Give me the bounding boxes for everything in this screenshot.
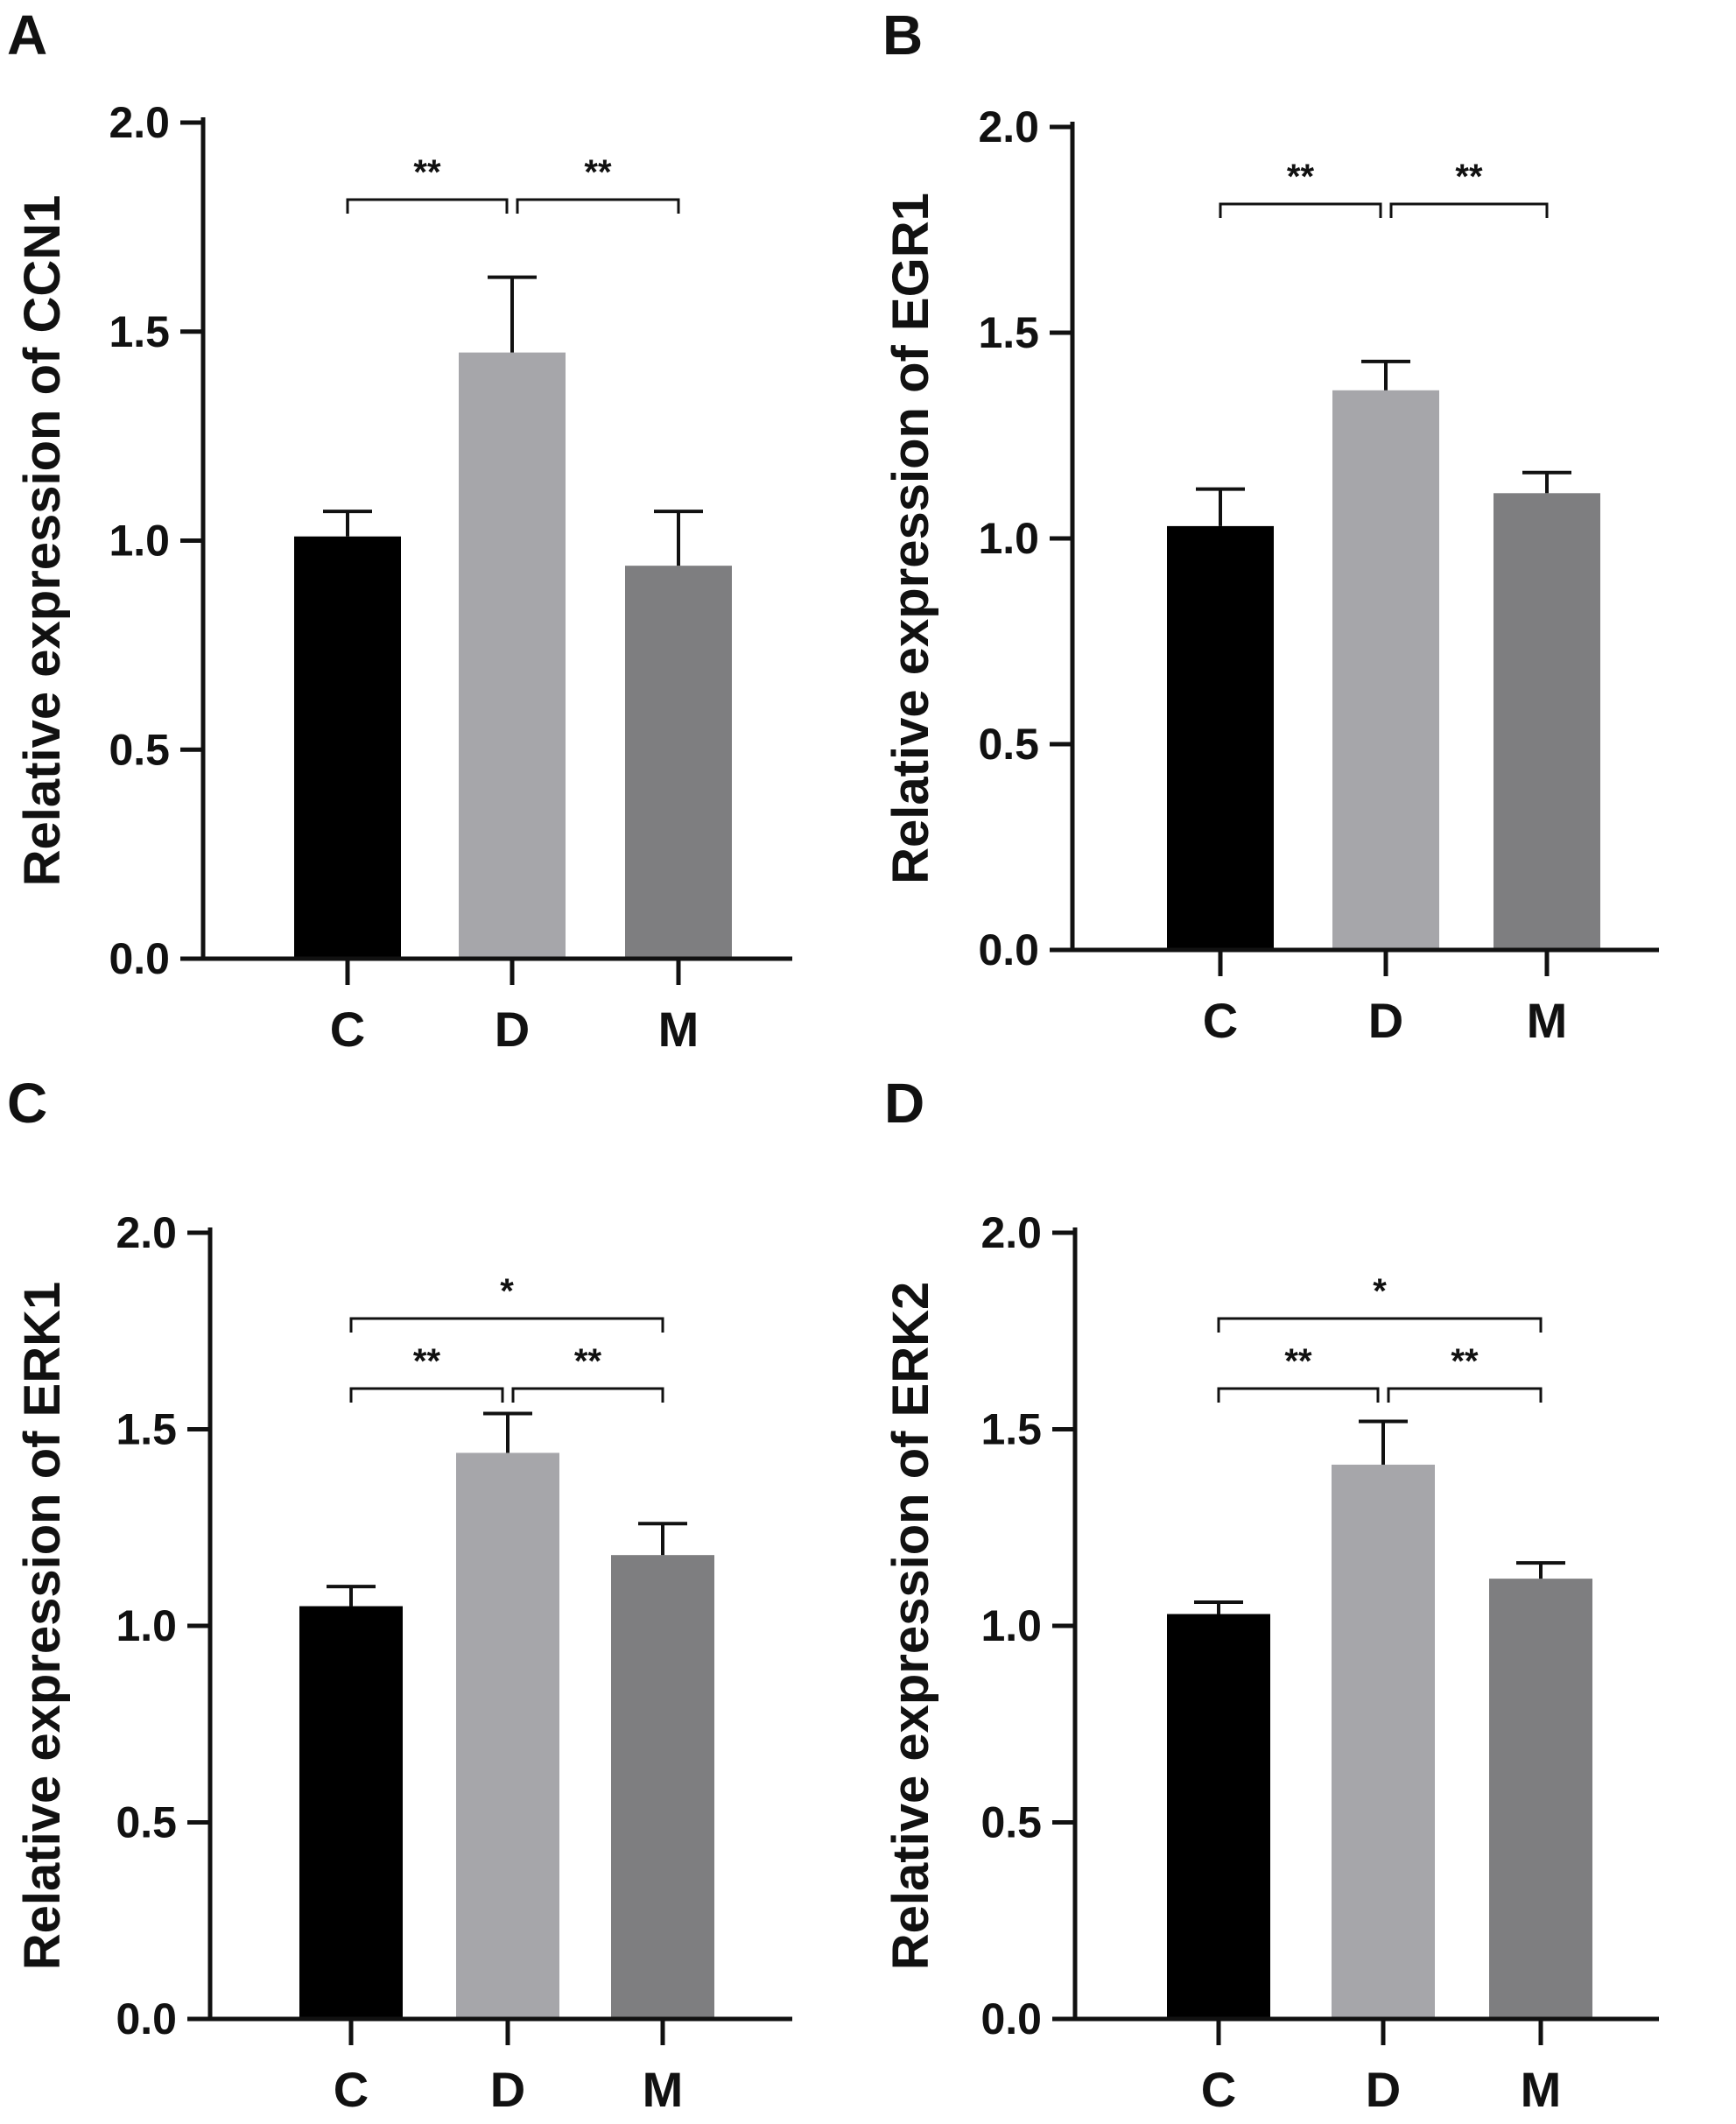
y-tick-label: 1.5 — [978, 308, 1039, 357]
bar-m — [1489, 1579, 1592, 2019]
y-tick-label: 1.0 — [116, 1601, 177, 1650]
y-tick-label: 0.5 — [980, 1798, 1042, 1847]
significance-bracket — [346, 198, 509, 214]
x-tick-label-c: C — [1201, 2062, 1236, 2117]
bar-m — [611, 1555, 714, 2019]
y-tick-label: 1.5 — [116, 1405, 177, 1454]
bar-m — [1494, 493, 1600, 950]
significance-label: ** — [584, 153, 612, 192]
bar-d — [456, 1452, 559, 2019]
y-tick-label: 1.0 — [109, 517, 170, 566]
x-tick-label-d: D — [495, 1002, 530, 1057]
panel-a-chart: A Relative expression of CCN1 0.0 0.5 1.0 1.5… — [7, 4, 792, 1057]
y-axis-title: Relative expression of CCN1 — [14, 195, 71, 887]
x-tick-label-m: M — [643, 2062, 684, 2117]
significance-bracket — [1389, 202, 1549, 218]
significance-bracket — [511, 1387, 664, 1403]
y-tick-label: 0.0 — [109, 934, 170, 983]
panel-b-chart: B Relative expression of EGR1 0.0 0.5 1.0 1.5… — [882, 4, 1659, 1048]
significance-bracket — [1217, 1387, 1380, 1403]
significance-label: ** — [574, 1342, 602, 1381]
bar-d — [1332, 390, 1439, 950]
significance-label: ** — [1451, 1342, 1479, 1381]
y-tick-label: 0.0 — [980, 1994, 1042, 2043]
significance-bracket — [1387, 1387, 1543, 1403]
x-tick-label-d: D — [1366, 2062, 1401, 2117]
significance-label: ** — [413, 1342, 441, 1381]
y-tick-label: 0.5 — [978, 720, 1039, 769]
y-tick-label: 2.0 — [980, 1208, 1042, 1257]
y-tick-label: 2.0 — [116, 1208, 177, 1257]
y-tick-label: 0.5 — [109, 725, 170, 774]
y-tick-label: 1.0 — [980, 1601, 1042, 1650]
y-axis-title: Relative expression of ERK1 — [14, 1282, 71, 1971]
bar-c — [294, 536, 401, 959]
y-tick-label: 0.5 — [116, 1798, 177, 1847]
significance-label: ** — [1284, 1342, 1312, 1381]
significance-label: * — [500, 1272, 514, 1311]
significance-bracket — [349, 1387, 504, 1403]
significance-bracket — [1217, 1317, 1543, 1333]
significance-bracket — [349, 1317, 664, 1333]
y-axis-title: Relative expression of EGR1 — [882, 193, 939, 884]
significance-bracket — [516, 198, 680, 214]
bar-d — [459, 352, 566, 959]
x-tick-label-m: M — [1521, 2062, 1562, 2117]
panel-letter: D — [884, 1072, 924, 1135]
x-tick-label-d: D — [490, 2062, 525, 2117]
significance-label: ** — [1287, 158, 1315, 196]
panel-letter: A — [7, 4, 47, 67]
x-tick-label-m: M — [1527, 993, 1568, 1048]
bar-d — [1332, 1464, 1435, 2019]
panel-c-chart: C Relative expression of ERK1 0.0 0.5 1.0 1.5… — [7, 1072, 792, 2117]
panel-d-chart: D Relative expression of ERK2 0.0 0.5 1.0 1.5… — [882, 1072, 1659, 2117]
y-axis-title: Relative expression of ERK2 — [882, 1282, 939, 1971]
y-tick-label: 1.5 — [980, 1405, 1042, 1454]
significance-label: ** — [1455, 158, 1483, 196]
y-tick-label: 2.0 — [978, 102, 1039, 151]
y-tick-label: 0.0 — [978, 925, 1039, 974]
significance-label: ** — [413, 153, 441, 192]
x-tick-label-c: C — [1203, 993, 1238, 1048]
panel-letter: B — [882, 4, 923, 67]
bar-c — [299, 1606, 403, 2019]
y-tick-label: 0.0 — [116, 1994, 177, 2043]
panel-letter: C — [7, 1072, 47, 1135]
significance-bracket — [1219, 202, 1382, 218]
y-tick-label: 2.0 — [109, 98, 170, 147]
significance-label: * — [1373, 1272, 1387, 1311]
x-tick-label-m: M — [658, 1002, 699, 1057]
x-tick-label-d: D — [1368, 993, 1403, 1048]
bar-m — [625, 566, 732, 959]
bar-c — [1167, 525, 1274, 950]
x-tick-label-c: C — [330, 1002, 365, 1057]
y-tick-label: 1.0 — [978, 514, 1039, 563]
y-tick-label: 1.5 — [109, 307, 170, 356]
bar-c — [1167, 1614, 1270, 2019]
x-tick-label-c: C — [334, 2062, 369, 2117]
